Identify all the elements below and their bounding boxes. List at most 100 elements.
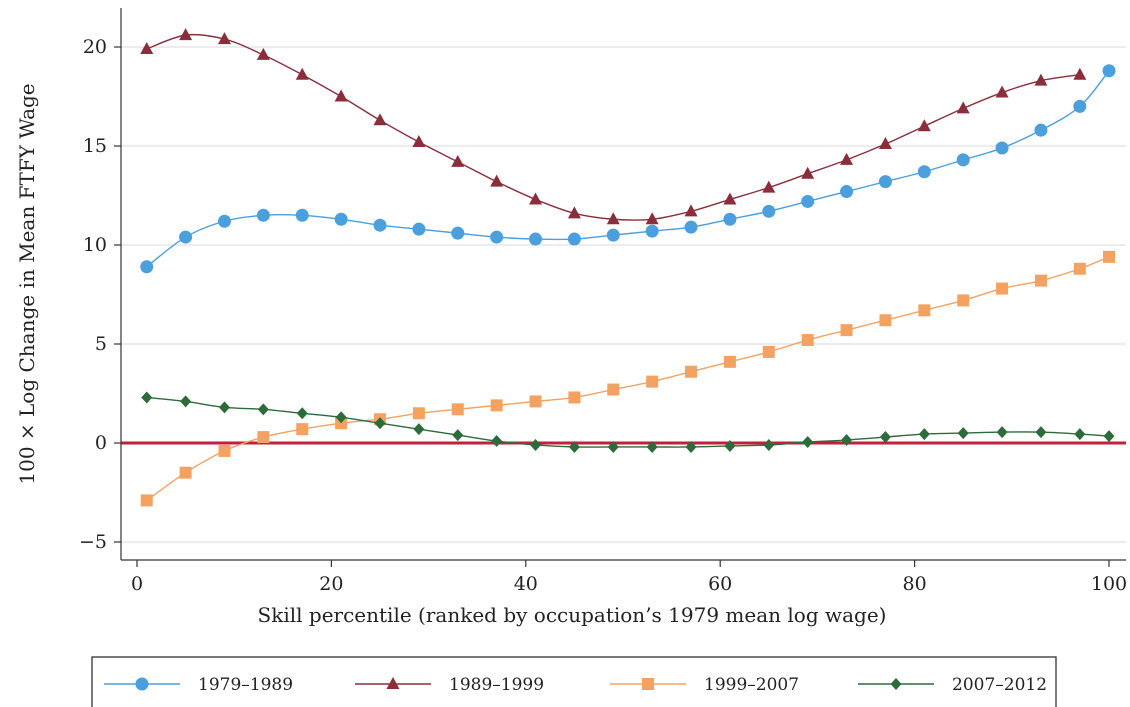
data-point — [685, 440, 697, 453]
data-point — [1074, 428, 1086, 441]
legend-item: 1979–1989 — [104, 675, 293, 695]
data-point — [646, 375, 659, 388]
data-point — [335, 411, 347, 424]
data-point — [879, 431, 891, 444]
data-point — [451, 403, 464, 416]
y-tick-label: 0 — [95, 432, 107, 454]
data-point — [645, 224, 659, 238]
data-point — [957, 294, 970, 307]
data-point — [801, 334, 814, 347]
data-point — [257, 403, 269, 416]
data-point — [412, 135, 426, 148]
data-point — [218, 401, 230, 414]
y-tick-label: 20 — [83, 36, 107, 58]
data-point — [1073, 67, 1087, 80]
x-tick-label: 0 — [131, 573, 143, 595]
legend-item: 1999–2007 — [610, 675, 799, 695]
data-point — [607, 440, 619, 453]
data-point — [140, 41, 154, 54]
data-point — [841, 434, 853, 447]
data-point — [452, 429, 464, 442]
data-point — [373, 218, 387, 232]
data-point — [140, 494, 153, 507]
y-axis-title: 100 × Log Change in Mean FTFY Wage — [15, 83, 39, 484]
data-point — [723, 355, 736, 368]
data-point — [646, 440, 658, 453]
data-point — [918, 304, 931, 317]
data-point — [490, 230, 504, 244]
data-point — [413, 423, 425, 436]
data-point — [451, 226, 465, 240]
legend-item: 2007–2012 — [858, 675, 1047, 695]
data-point — [1102, 64, 1116, 78]
data-point — [996, 426, 1008, 439]
data-point — [256, 208, 270, 222]
data-point — [645, 212, 659, 225]
data-point — [1103, 430, 1115, 443]
y-tick-label: 10 — [83, 234, 107, 256]
data-point — [295, 208, 309, 222]
x-tick-label: 40 — [514, 573, 538, 595]
data-point — [996, 282, 1009, 295]
data-point — [879, 314, 892, 327]
y-tick-label: 5 — [95, 333, 107, 355]
data-point — [490, 174, 504, 187]
data-point — [412, 222, 426, 236]
legend-label: 1989–1999 — [449, 675, 544, 695]
data-point — [296, 423, 309, 436]
data-point — [840, 324, 853, 337]
y-tick-label: 15 — [83, 135, 107, 157]
legend-label: 1979–1989 — [198, 675, 293, 695]
data-point — [762, 345, 775, 358]
data-point — [1073, 99, 1087, 113]
x-tick-label: 20 — [319, 573, 343, 595]
data-point — [762, 204, 776, 218]
data-point — [217, 32, 231, 45]
data-point — [295, 67, 309, 80]
data-point — [141, 391, 153, 404]
data-point — [606, 228, 620, 242]
data-point — [568, 440, 580, 453]
data-point — [723, 212, 737, 226]
data-point — [180, 395, 192, 408]
data-point — [530, 438, 542, 451]
data-point — [179, 466, 192, 479]
data-point — [218, 444, 231, 457]
data-point — [917, 119, 931, 132]
x-tick-label: 100 — [1091, 573, 1127, 595]
axes — [120, 8, 1126, 561]
data-point — [1034, 123, 1048, 137]
legend-marker — [135, 677, 149, 691]
legend: 1979–1989 1989–1999 1999–2007 2007–2012 — [91, 656, 1057, 707]
data-point — [956, 101, 970, 114]
data-point — [529, 232, 543, 246]
data-point — [684, 204, 698, 217]
data-point — [179, 28, 193, 41]
data-point — [256, 47, 270, 60]
data-point — [567, 232, 581, 246]
data-point — [334, 89, 348, 102]
data-point — [878, 137, 892, 150]
legend-label: 2007–2012 — [952, 675, 1047, 695]
x-tick-label: 80 — [903, 573, 927, 595]
legend-marker — [386, 677, 400, 689]
data-point — [685, 365, 698, 378]
data-point — [724, 439, 736, 452]
data-point — [1034, 274, 1047, 287]
data-point — [412, 407, 425, 420]
data-point — [723, 192, 737, 205]
data-point — [684, 220, 698, 234]
series-1 — [140, 64, 1116, 274]
data-point — [490, 399, 503, 412]
series-2 — [140, 28, 1087, 225]
legend-item: 1989–1999 — [355, 675, 544, 695]
data-point — [491, 435, 503, 448]
data-point — [995, 141, 1009, 155]
data-point — [1035, 426, 1047, 439]
legend-marker — [642, 678, 654, 690]
data-point — [529, 395, 542, 408]
data-point — [917, 165, 931, 179]
data-point — [801, 166, 815, 179]
data-point — [1073, 262, 1086, 275]
